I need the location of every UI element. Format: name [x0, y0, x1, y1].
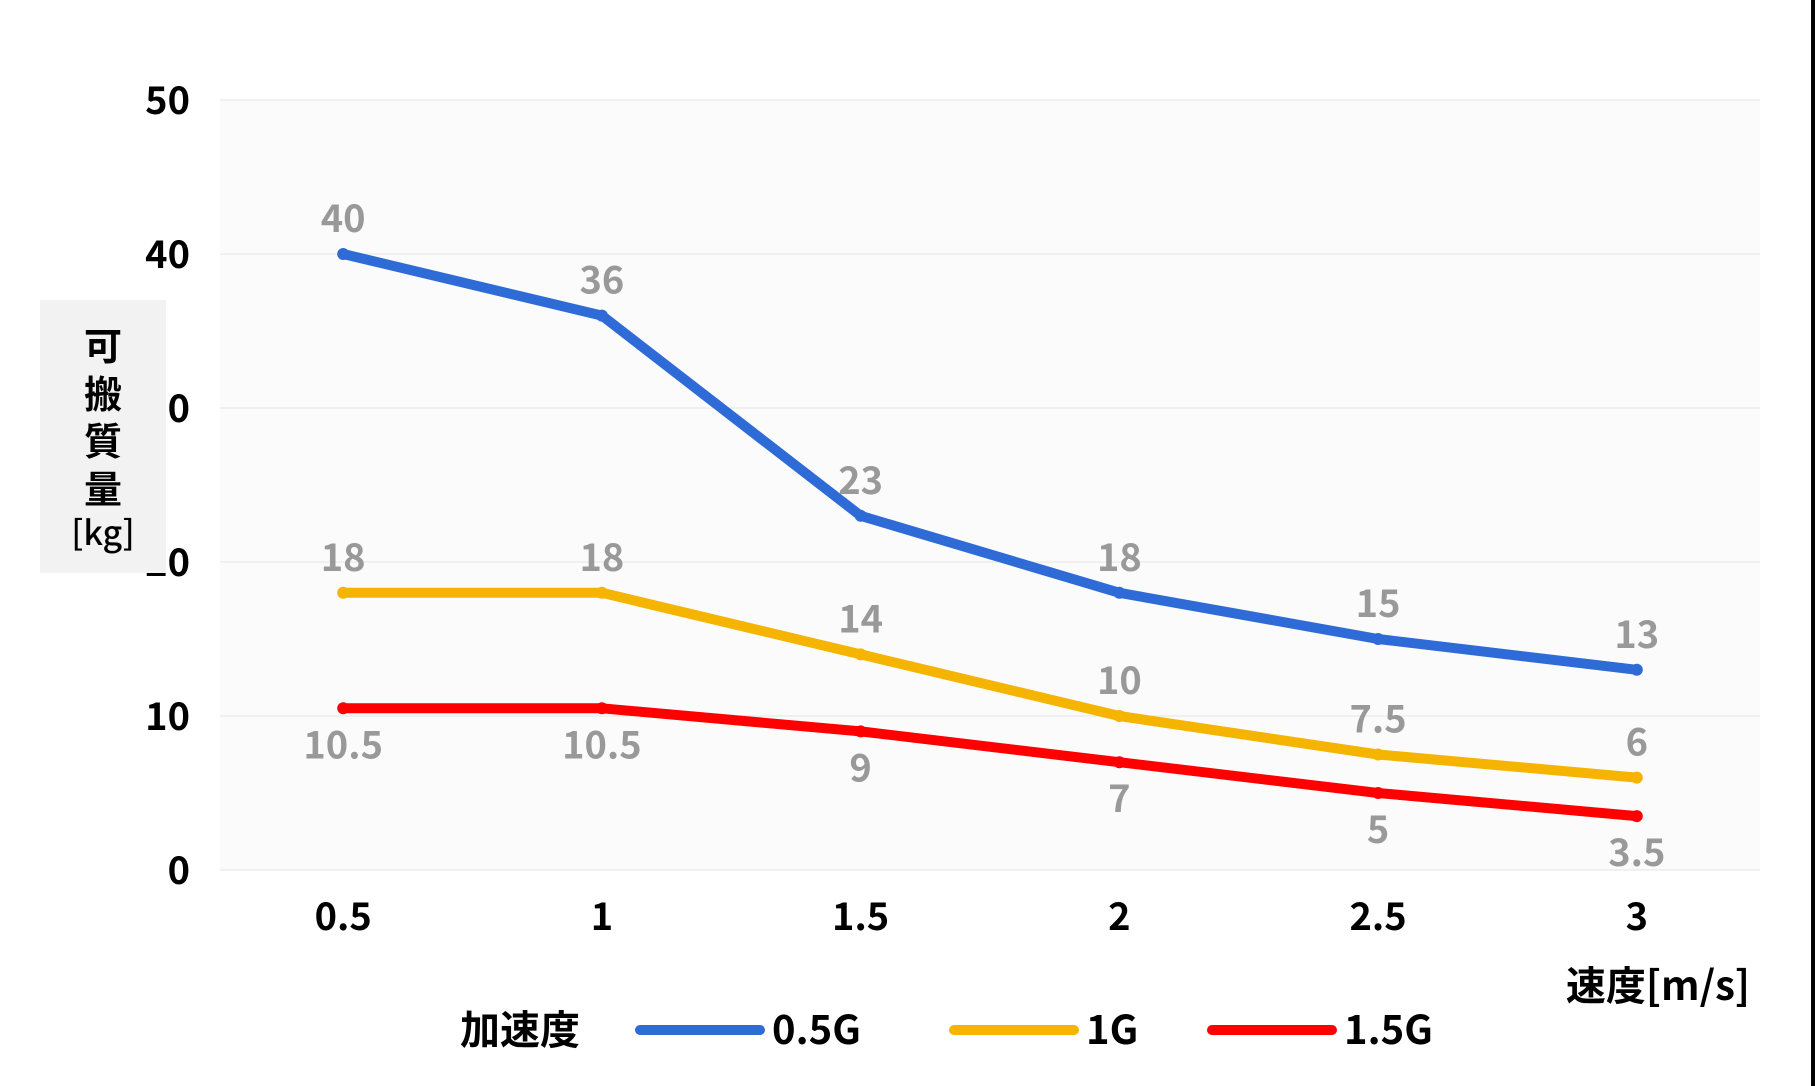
legend-title: 加速度: [460, 998, 580, 1056]
y-axis-title: 可 搬 質 量 [kg]: [40, 300, 166, 573]
y-axis-title-char: 量: [84, 463, 122, 511]
series-marker: [1372, 749, 1384, 761]
x-tick-label: 2.5: [1349, 886, 1406, 941]
series-marker: [855, 510, 867, 522]
data-label: 5: [1367, 799, 1389, 854]
chart-svg: 010203040500.511.522.53速度[m/s]4036231815…: [0, 0, 1815, 1086]
y-tick-label: 40: [145, 224, 190, 279]
series-marker: [337, 248, 349, 260]
data-label: 10: [1097, 650, 1142, 705]
y-axis-title-char: 搬: [84, 368, 122, 416]
series-marker: [1631, 772, 1643, 784]
series-marker: [1372, 787, 1384, 799]
data-label: 23: [838, 450, 883, 505]
series-marker: [855, 725, 867, 737]
data-label: 10.5: [303, 714, 383, 769]
series-marker: [1372, 633, 1384, 645]
y-tick-label: 0: [168, 840, 190, 895]
y-tick-label: 50: [145, 70, 190, 125]
x-tick-label: 0.5: [315, 886, 372, 941]
data-label: 18: [579, 527, 624, 582]
data-label: 15: [1356, 573, 1401, 628]
series-marker: [855, 648, 867, 660]
series-marker: [596, 702, 608, 714]
y-axis-unit: [kg]: [71, 510, 134, 553]
x-tick-label: 2: [1108, 886, 1130, 941]
data-label: 7: [1108, 768, 1130, 823]
data-label: 7.5: [1349, 689, 1406, 744]
y-axis-title-char: 質: [84, 415, 122, 463]
legend-label: 1G: [1086, 998, 1138, 1056]
legend-label: 1.5G: [1344, 998, 1433, 1056]
x-tick-label: 3: [1626, 886, 1648, 941]
data-label: 40: [321, 188, 366, 243]
data-label: 18: [321, 527, 366, 582]
x-tick-label: 1.5: [832, 886, 889, 941]
series-marker: [1113, 756, 1125, 768]
series-marker: [1631, 810, 1643, 822]
data-label: 6: [1626, 712, 1648, 767]
series-marker: [1631, 664, 1643, 676]
data-label: 10.5: [562, 714, 642, 769]
data-label: 9: [849, 737, 871, 792]
chart-container: 可 搬 質 量 [kg] 010203040500.511.522.53速度[m…: [0, 0, 1815, 1086]
data-label: 36: [579, 250, 624, 305]
legend-label: 0.5G: [772, 998, 861, 1056]
series-marker: [1113, 710, 1125, 722]
series-marker: [1113, 587, 1125, 599]
series-marker: [596, 587, 608, 599]
y-axis-title-char: 可: [84, 320, 122, 368]
y-tick-label: 10: [145, 686, 190, 741]
right-border: [1811, 0, 1815, 1086]
plot-background: [220, 100, 1760, 870]
series-marker: [337, 587, 349, 599]
series-marker: [596, 310, 608, 322]
data-label: 3.5: [1608, 822, 1665, 877]
data-label: 13: [1614, 604, 1659, 659]
data-label: 18: [1097, 527, 1142, 582]
data-label: 14: [838, 588, 883, 643]
x-tick-label: 1: [591, 886, 613, 941]
series-marker: [337, 702, 349, 714]
x-axis-title: 速度[m/s]: [1566, 954, 1750, 1012]
